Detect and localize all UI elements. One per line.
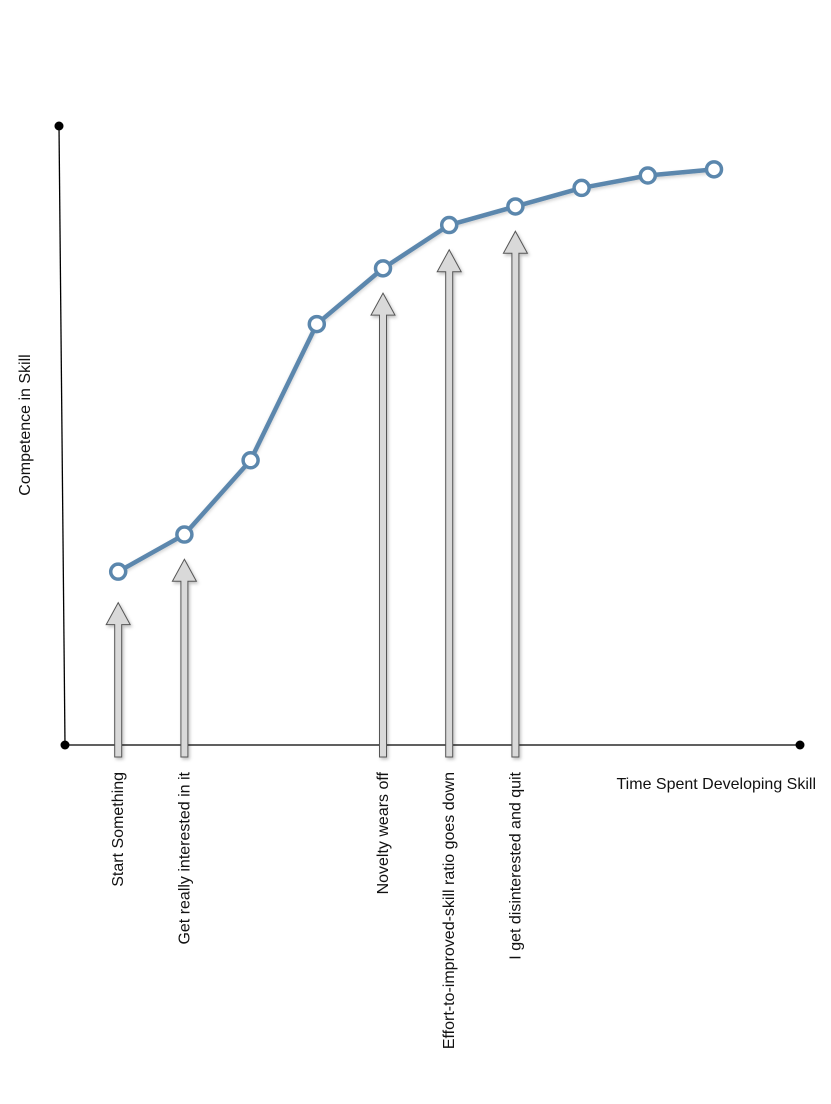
- series-line: [115, 167, 717, 574]
- data-point-marker: [506, 197, 525, 216]
- annotation-label: I get disinterested and quit: [507, 771, 524, 959]
- annotation-label: Novelty wears off: [375, 771, 392, 894]
- y-axis-end-dot: [54, 121, 64, 131]
- annotation-arrow: [436, 248, 463, 758]
- data-point-marker: [638, 166, 658, 185]
- annotation-arrow: [502, 230, 529, 758]
- annotation-labels: Start Something Get really interested in …: [110, 771, 524, 1049]
- data-point-marker: [175, 525, 194, 544]
- annotation-label: Effort-to-improved-skill ratio goes down: [441, 772, 458, 1049]
- annotation-arrow: [105, 601, 132, 758]
- series-group: [108, 160, 724, 581]
- annotation-label: Start Something: [110, 772, 127, 887]
- data-point-marker: [572, 178, 591, 198]
- data-point-marker: [704, 160, 724, 179]
- x-axis-end-dot: [795, 740, 805, 750]
- y-axis-line: [58, 125, 66, 746]
- data-point-marker: [373, 259, 393, 278]
- data-point-marker: [241, 451, 260, 470]
- annotation-arrow: [171, 558, 198, 758]
- annotation-label: Get really interested in it: [176, 771, 193, 944]
- data-point-marker: [108, 562, 128, 581]
- data-point-marker: [439, 215, 459, 235]
- annotation-arrow: [370, 292, 396, 758]
- origin-dot: [60, 740, 70, 750]
- data-point-marker: [307, 314, 327, 334]
- y-axis-title: Competence in Skill: [17, 354, 34, 495]
- x-axis-title: Time Spent Developing Skill: [617, 776, 817, 793]
- annotation-arrows: [105, 230, 529, 758]
